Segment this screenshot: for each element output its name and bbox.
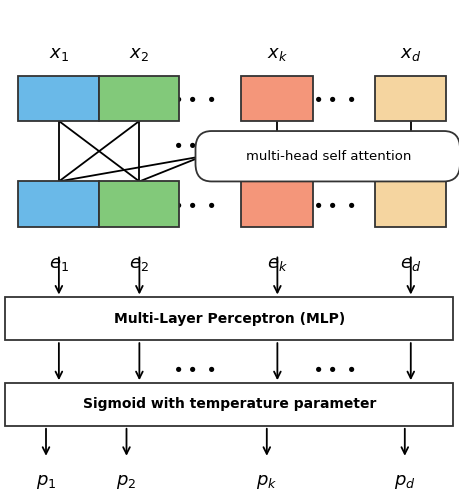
Text: $e_2$: $e_2$	[129, 255, 149, 273]
Text: multi-head self attention: multi-head self attention	[246, 150, 411, 163]
Text: $e_k$: $e_k$	[266, 255, 287, 273]
FancyBboxPatch shape	[195, 131, 459, 181]
FancyBboxPatch shape	[5, 383, 452, 426]
Text: Multi-Layer Perceptron (MLP): Multi-Layer Perceptron (MLP)	[114, 311, 345, 326]
FancyBboxPatch shape	[18, 76, 99, 121]
Text: $p_k$: $p_k$	[256, 473, 277, 491]
Text: $\bullet\bullet\bullet$: $\bullet\bullet\bullet$	[171, 359, 214, 377]
Text: $x_1$: $x_1$	[49, 45, 69, 63]
FancyBboxPatch shape	[241, 181, 312, 227]
FancyBboxPatch shape	[99, 181, 179, 227]
Text: $\bullet\bullet\bullet$: $\bullet\bullet\bullet$	[311, 195, 354, 213]
Text: $\bullet\bullet\bullet$: $\bullet\bullet\bullet$	[311, 89, 354, 107]
FancyBboxPatch shape	[374, 181, 445, 227]
FancyBboxPatch shape	[5, 297, 452, 340]
Text: $p_d$: $p_d$	[393, 473, 414, 491]
Text: $\bullet\bullet\bullet$: $\bullet\bullet\bullet$	[311, 359, 354, 377]
FancyBboxPatch shape	[99, 76, 179, 121]
FancyBboxPatch shape	[18, 181, 99, 227]
Text: Sigmoid with temperature parameter: Sigmoid with temperature parameter	[83, 397, 376, 411]
Text: $e_1$: $e_1$	[49, 255, 69, 273]
FancyBboxPatch shape	[374, 76, 445, 121]
Text: $\bullet\bullet\bullet$: $\bullet\bullet\bullet$	[311, 135, 354, 153]
Text: $\bullet\bullet\bullet$: $\bullet\bullet\bullet$	[171, 135, 214, 153]
Text: $p_2$: $p_2$	[116, 473, 136, 491]
Text: $x_k$: $x_k$	[266, 45, 287, 63]
Text: $e_d$: $e_d$	[399, 255, 420, 273]
FancyBboxPatch shape	[241, 76, 312, 121]
Text: $\bullet\bullet\bullet$: $\bullet\bullet\bullet$	[171, 89, 214, 107]
Text: $\bullet\bullet\bullet$: $\bullet\bullet\bullet$	[171, 195, 214, 213]
Text: $x_d$: $x_d$	[399, 45, 420, 63]
Text: $x_2$: $x_2$	[129, 45, 149, 63]
Text: $p_1$: $p_1$	[36, 473, 56, 491]
